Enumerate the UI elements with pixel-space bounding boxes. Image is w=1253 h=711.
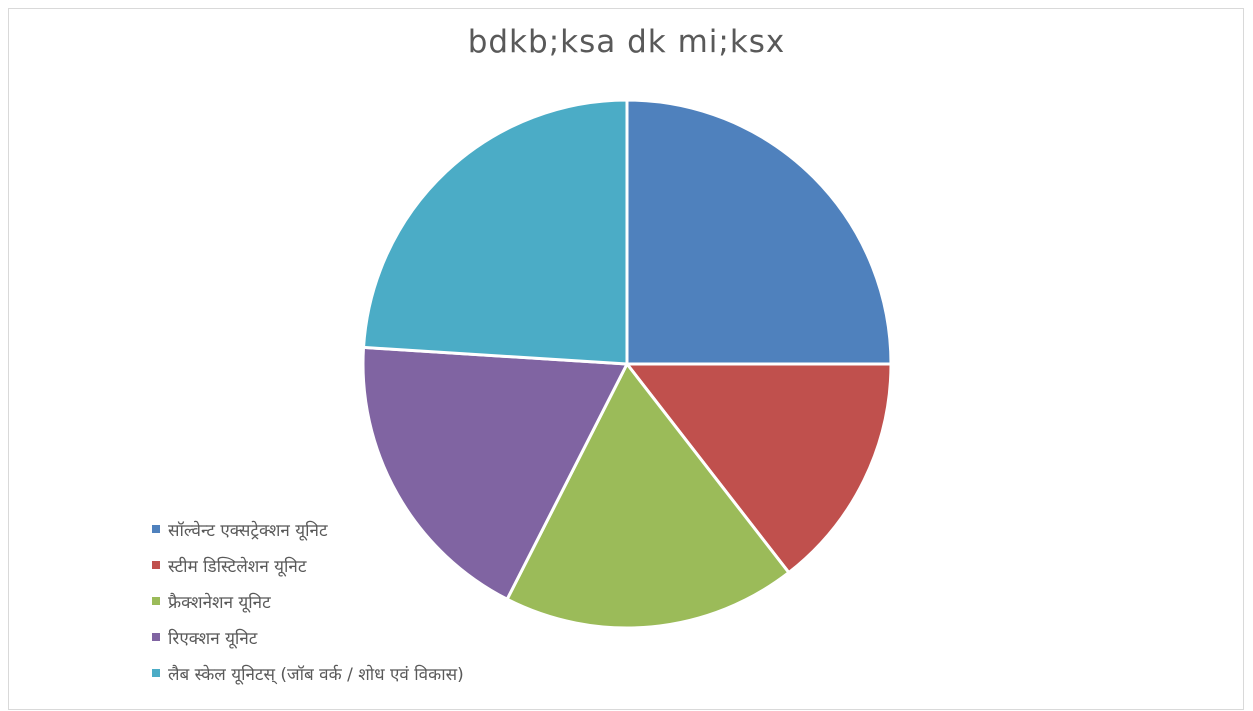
legend-label-2: स्टीम डिस्टिलेशन यूनिट [168,556,307,577]
legend-item-3: फ्रैक्शनेशन यूनिट [152,583,712,619]
legend-item-2: स्टीम डिस्टिलेशन यूनिट [152,547,712,583]
pie-slice-4 [361,345,629,601]
chart-legend: सॉल्वेन्ट एक्सट्रेक्शन यूनिट स्टीम डिस्टि… [152,511,712,691]
legend-label-5: लैब स्केल यूनिटस् (जॉब वर्क / शोध एवं वि… [168,664,464,685]
legend-swatch-3 [152,597,160,605]
legend-swatch-2 [152,561,160,569]
legend-label-1: सॉल्वेन्ट एक्सट्रेक्शन यूनिट [168,520,328,541]
pie-slice-1 [625,98,893,366]
pie-slice-5 [362,98,629,366]
legend-item-5: लैब स्केल यूनिटस् (जॉब वर्क / शोध एवं वि… [152,655,712,691]
legend-label-4: रिएक्शन यूनिट [168,628,258,649]
pie-slice-2 [625,362,893,575]
legend-label-3: फ्रैक्शनेशन यूनिट [168,592,271,613]
legend-swatch-4 [152,633,160,641]
legend-item-1: सॉल्वेन्ट एक्सट्रेक्शन यूनिट [152,511,712,547]
legend-swatch-5 [152,669,160,677]
legend-swatch-1 [152,525,160,533]
legend-item-4: रिएक्शन यूनिट [152,619,712,655]
chart-title: bdkb;ksa dk mi;ksx [467,24,786,60]
pie-slice-3 [505,362,791,630]
